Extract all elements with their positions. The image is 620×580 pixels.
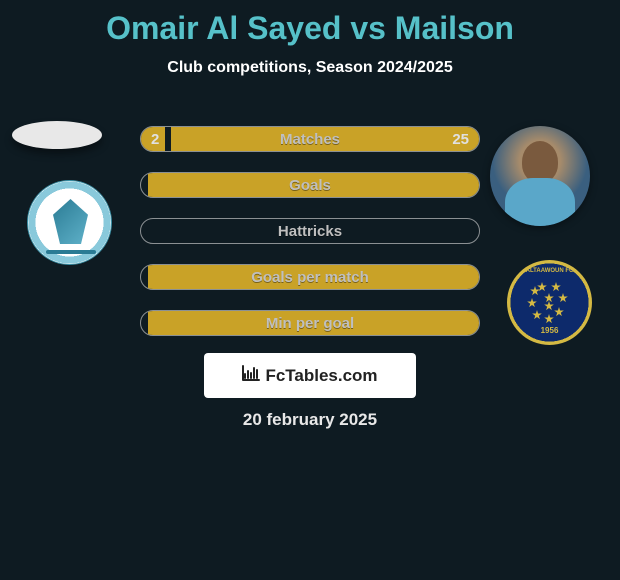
page-title: Omair Al Sayed vs Mailson: [0, 0, 620, 47]
stat-row-hattricks: Hattricks: [140, 218, 480, 244]
date-text: 20 february 2025: [0, 410, 620, 430]
bar-fill-right: [171, 127, 479, 151]
star-icon: [558, 293, 568, 303]
stat-row-goals: Goals: [140, 172, 480, 198]
stat-row-matches: Matches225: [140, 126, 480, 152]
star-icon: [532, 310, 542, 320]
bar-label: Hattricks: [141, 219, 479, 243]
star-icon: [544, 301, 554, 311]
star-icon: [527, 298, 537, 308]
star-icon: [530, 286, 540, 296]
star-icon: [544, 314, 554, 324]
star-icon: [551, 282, 561, 292]
club1-badge: [27, 180, 112, 265]
bar-fill-right: [148, 173, 479, 197]
bar-fill-left: [141, 127, 165, 151]
chart-icon: [242, 365, 260, 386]
club2-name: ALTAAWOUN FC: [507, 268, 592, 274]
fctables-logo: FcTables.com: [204, 353, 416, 398]
bar-fill-right: [148, 311, 479, 335]
bar-fill-right: [148, 265, 479, 289]
player1-avatar-placeholder: [12, 121, 102, 149]
comparison-bars: Matches225 Goals Hattricks Goals per match M…: [140, 126, 480, 356]
star-icon: [537, 282, 547, 292]
stat-row-goals-per-match: Goals per match: [140, 264, 480, 290]
player2-avatar: [490, 126, 590, 226]
star-icon: [554, 307, 564, 317]
logo-text: FcTables.com: [265, 366, 377, 386]
stat-row-min-per-goal: Min per goal: [140, 310, 480, 336]
subtitle: Club competitions, Season 2024/2025: [0, 59, 620, 77]
club2-year: 1956: [507, 326, 592, 335]
club2-badge: ALTAAWOUN FC 1956: [507, 260, 592, 345]
